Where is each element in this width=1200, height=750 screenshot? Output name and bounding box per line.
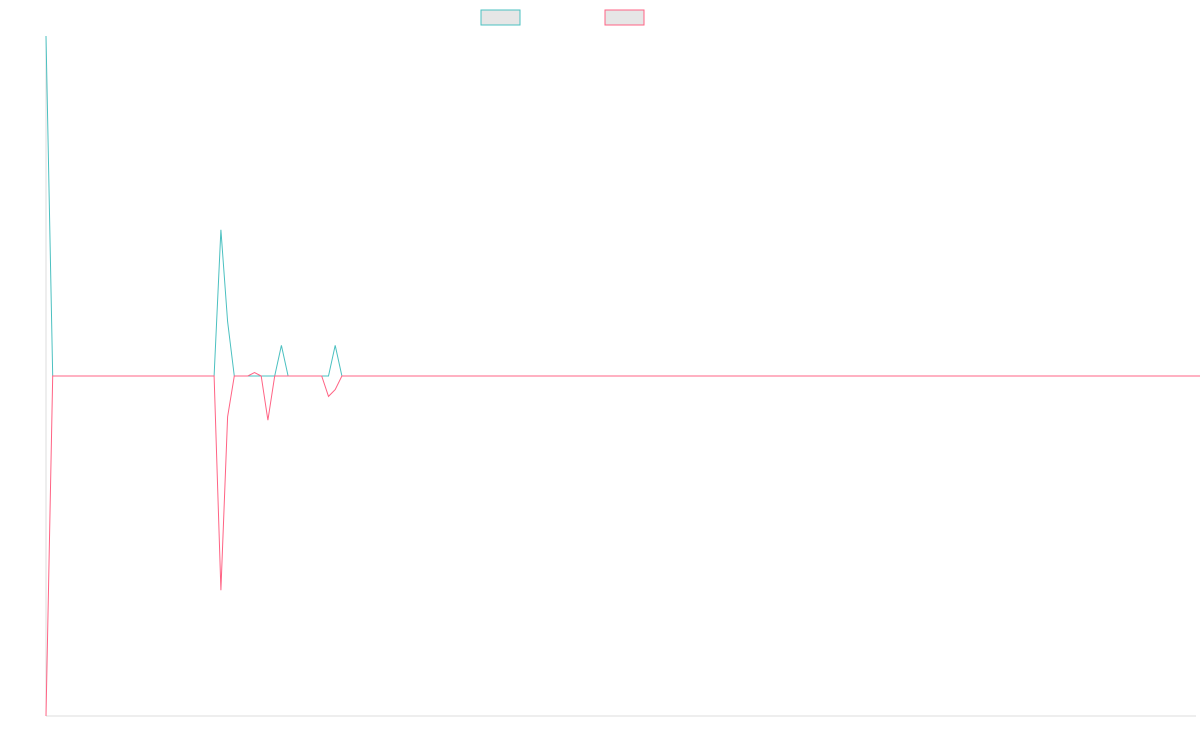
legend-swatch-1 xyxy=(480,9,521,26)
series-layer xyxy=(45,35,1200,717)
legend-swatch-2 xyxy=(604,9,645,26)
legend-item-1[interactable] xyxy=(480,9,521,26)
legend[interactable] xyxy=(480,9,645,26)
legend-item-2[interactable] xyxy=(604,9,645,26)
series-line-1 xyxy=(45,35,1200,377)
series-line-2 xyxy=(45,372,1200,717)
